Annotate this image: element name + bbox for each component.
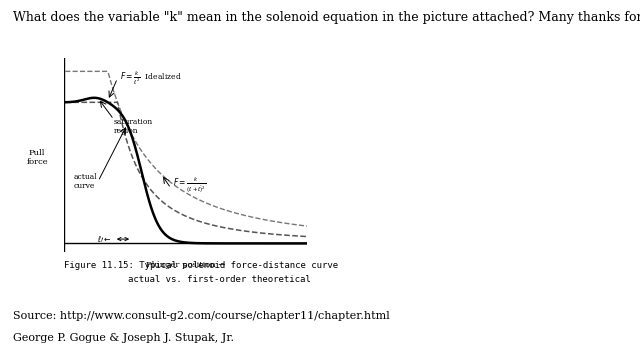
Text: Source: http://www.consult-g2.com/course/chapter11/chapter.html: Source: http://www.consult-g2.com/course… xyxy=(13,311,390,321)
Text: $\ell\prime\leftarrow$: $\ell\prime\leftarrow$ xyxy=(97,234,112,244)
Text: saturation
region: saturation region xyxy=(114,118,153,135)
Text: Pull
force: Pull force xyxy=(26,149,48,166)
Text: George P. Gogue & Joseph J. Stupak, Jr.: George P. Gogue & Joseph J. Stupak, Jr. xyxy=(13,333,234,343)
Text: $F = \frac{k}{(\ell+\ell\')^2}$: $F = \frac{k}{(\ell+\ell\')^2}$ xyxy=(173,175,207,195)
Text: Plunger position →: Plunger position → xyxy=(146,261,225,269)
Text: actual
curve: actual curve xyxy=(74,173,97,190)
Text: actual vs. first-order theoretical: actual vs. first-order theoretical xyxy=(128,275,311,284)
Text: Figure 11.15: Typical solenoid force-distance curve: Figure 11.15: Typical solenoid force-dis… xyxy=(64,261,338,270)
Text: $F = \frac{k}{\ell^2}$  Idealized: $F = \frac{k}{\ell^2}$ Idealized xyxy=(120,70,182,87)
Text: What does the variable "k" mean in the solenoid equation in the picture attached: What does the variable "k" mean in the s… xyxy=(13,11,640,24)
